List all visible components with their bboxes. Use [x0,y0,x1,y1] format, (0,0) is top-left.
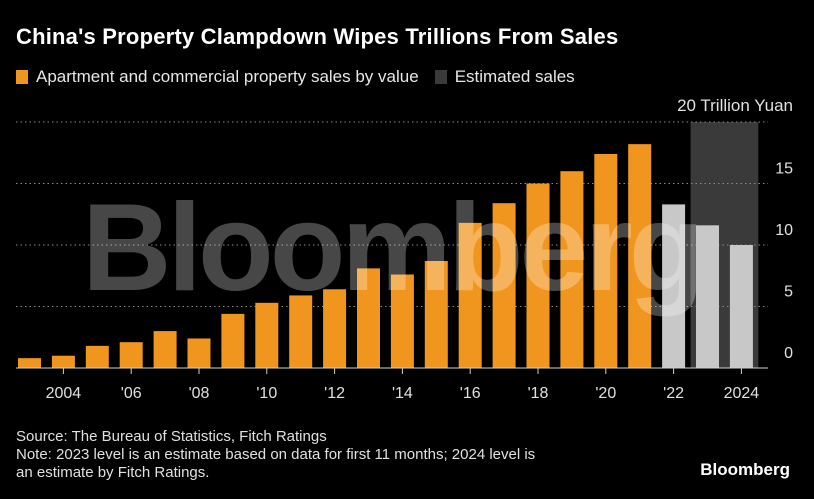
legend-item-estimated: Estimated sales [434,67,575,87]
estimated-bar-2023 [696,225,719,368]
note-text-line2: an estimate by Fitch Ratings. [16,464,210,481]
x-tick-label-2024: 2024 [724,385,760,402]
bloomberg-watermark: Bloomberg [82,179,700,317]
sales-bar-2006 [119,342,143,368]
source-text: Source: The Bureau of Statistics, Fitch … [16,428,327,445]
x-tick-label-2008: '08 [189,385,210,402]
y-axis-unit-label: 20 Trillion Yuan [677,96,793,115]
x-tick-label-2016: '16 [460,385,481,402]
sales-bar-2018 [526,183,550,368]
estimated-bar-2024 [729,245,753,368]
sales-bar-2013 [357,268,380,368]
y-tick-label-0: 0 [784,345,793,362]
sales-bar-2015 [424,260,448,368]
sales-bar-2019 [560,171,584,368]
sales-bar-2004 [51,355,75,368]
sales-bar-2010 [255,302,279,368]
sales-bar-2011 [289,295,313,368]
sales-bar-2021 [628,144,652,368]
y-tick-label-10: 10 [775,222,793,239]
sales-bar-2005 [85,345,109,368]
legend-label-sales: Apartment and commercial property sales … [36,67,419,86]
bloomberg-logo: Bloomberg [700,460,790,479]
legend: Apartment and commercial property sales … [16,66,591,88]
x-tick-label-2020: '20 [595,385,616,402]
sales-bar-2008 [187,338,211,368]
y-tick-label-15: 15 [775,161,793,178]
x-tick-label-2022: '22 [663,385,684,402]
bar-chart: Bloomberg 2004 '06 '08 '10 '12 '14 '16 '18 '20 '22… [16,96,793,402]
legend-item-sales: Apartment and commercial property sales … [16,67,419,87]
sales-bar-2014 [390,274,414,368]
x-tick-label-2010: '10 [256,385,277,402]
sales-bar-2007 [153,331,177,368]
x-tick-label-2014: '14 [392,385,413,402]
x-tick-label-2018: '18 [528,385,549,402]
chart-footer: Source: The Bureau of Statistics, Fitch … [16,428,656,482]
legend-label-estimated: Estimated sales [454,67,575,86]
sales-bar-2003 [18,358,41,368]
estimated-bar-2022 [662,204,686,368]
y-tick-label-5: 5 [784,284,793,301]
sales-bar-2017 [492,203,516,368]
chart-title: China's Property Clampdown Wipes Trillio… [16,24,619,49]
note-text-line1: Note: 2023 level is an estimate based on… [16,446,536,463]
sales-bar-2016 [458,222,482,368]
x-tick-label-2006: '06 [121,385,142,402]
x-tick-label-2012: '12 [324,385,345,402]
legend-swatch-sales [16,70,28,84]
legend-swatch-estimated [434,70,447,84]
sales-bar-2009 [221,313,245,368]
sales-bar-2020 [594,153,618,368]
x-tick-label-2004: 2004 [46,385,82,402]
sales-bar-2012 [323,289,347,368]
